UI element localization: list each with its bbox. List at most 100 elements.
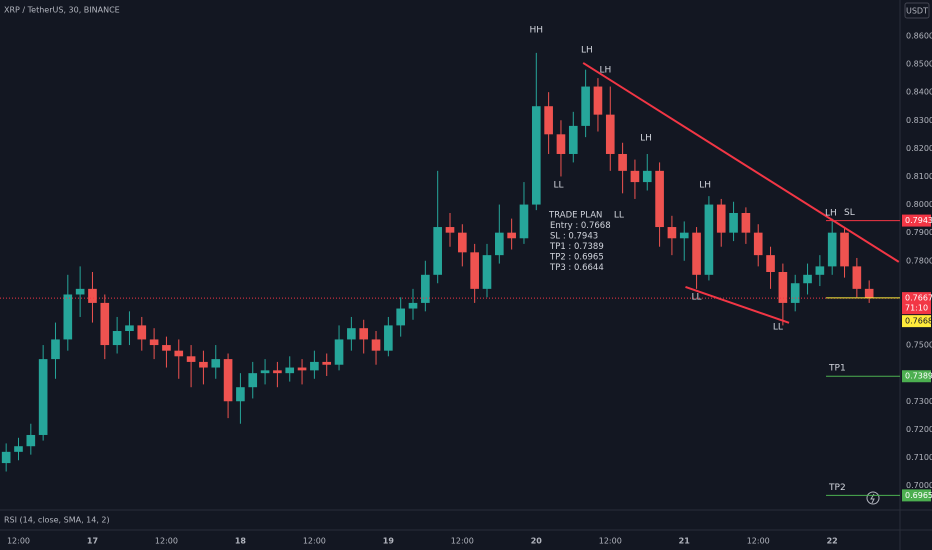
- y-tick-label: 0.7500: [906, 341, 932, 350]
- annotation: LL: [692, 293, 702, 303]
- candle-body: [88, 288, 97, 303]
- x-tick-label: 17: [87, 537, 98, 546]
- trade-plan-line: TP2 : 0.6965: [549, 253, 604, 263]
- alert-icon[interactable]: [866, 491, 880, 505]
- candle-body: [285, 367, 295, 374]
- y-tick-label: 0.8000: [906, 200, 932, 209]
- y-tick-label: 0.7100: [906, 453, 932, 462]
- candle-body: [803, 274, 812, 284]
- candle-body: [211, 359, 221, 368]
- alert-bolt[interactable]: [870, 493, 875, 504]
- candle-body: [692, 232, 701, 275]
- candle-body: [778, 272, 788, 303]
- currency-label[interactable]: USDT: [906, 7, 928, 16]
- candle-body: [273, 370, 282, 374]
- y-tick-label: 0.8300: [906, 116, 932, 125]
- annotation: LL: [553, 180, 563, 190]
- currency-button[interactable]: [904, 2, 930, 19]
- candle-body: [827, 232, 837, 267]
- x-tick-label: 12:00: [747, 537, 770, 546]
- candle-body: [149, 339, 159, 346]
- candle-body: [507, 232, 516, 239]
- y-tick-label: 0.7800: [906, 256, 932, 265]
- candle-body: [63, 294, 73, 340]
- candle-body: [704, 204, 714, 275]
- level-name: TP2: [828, 483, 846, 493]
- last-price-box: [902, 292, 931, 315]
- y-tick-label: 0.7000: [906, 481, 932, 490]
- x-tick-label: 12:00: [599, 537, 622, 546]
- level-box: [902, 370, 931, 383]
- candle-body: [334, 339, 344, 365]
- trade-plan-line: SL : 0.7943: [550, 232, 598, 242]
- candle-body: [445, 227, 455, 233]
- candle-body: [38, 359, 48, 435]
- x-tick-label: 18: [235, 537, 247, 546]
- candle-body: [618, 153, 627, 171]
- candle-body: [384, 325, 393, 351]
- candle-body: [531, 106, 541, 205]
- candle-body: [310, 361, 319, 371]
- candle-body: [223, 359, 233, 402]
- x-tick-label: 12:00: [451, 537, 474, 546]
- candle-body: [556, 134, 566, 154]
- countdown-label: 71:10: [905, 304, 928, 313]
- candle-body: [359, 328, 369, 340]
- candle-body: [297, 367, 307, 371]
- annotation: LH: [825, 208, 837, 218]
- level-name: TP1: [828, 364, 846, 374]
- candle-body: [729, 212, 738, 233]
- candle-body: [679, 232, 689, 239]
- candle-body: [840, 232, 849, 267]
- y-tick-label: 0.8600: [906, 31, 932, 40]
- candle-body: [593, 86, 603, 115]
- candle-body: [864, 288, 874, 298]
- trade-plan-line: Entry : 0.7668: [550, 221, 611, 231]
- x-tick-label: 19: [383, 537, 395, 546]
- candle-body: [14, 446, 23, 452]
- level-name: SL: [844, 208, 855, 218]
- candle-body: [716, 204, 726, 233]
- level-box: [902, 214, 931, 227]
- annotation: LH: [640, 133, 652, 143]
- candle-body: [347, 328, 356, 340]
- annotation: LL: [773, 323, 783, 333]
- candle-body: [753, 232, 763, 256]
- candle-body: [421, 274, 430, 303]
- level-box: [902, 315, 931, 328]
- candle-body: [174, 350, 184, 357]
- candle-body: [630, 170, 640, 183]
- candle-body: [568, 125, 578, 154]
- trend-line: [685, 285, 790, 324]
- candle-body: [137, 325, 147, 340]
- candle-body: [766, 255, 775, 272]
- candle-body: [396, 308, 405, 326]
- candle-body: [790, 283, 800, 303]
- y-tick-label: 0.7200: [906, 425, 932, 434]
- candle-body: [371, 339, 381, 351]
- x-tick-label: 21: [679, 537, 691, 546]
- x-tick-label: 12:00: [155, 537, 178, 546]
- annotation: LH: [599, 65, 611, 75]
- candle-body: [458, 232, 467, 253]
- y-tick-label: 0.8400: [906, 88, 932, 97]
- trade-plan-line: TRADE PLAN: [548, 211, 602, 221]
- candle-body: [51, 339, 60, 360]
- candle-body: [815, 266, 825, 275]
- trend-line: [582, 62, 900, 263]
- candle-body: [544, 106, 553, 135]
- alert-circle[interactable]: [866, 491, 880, 505]
- candle-body: [186, 356, 196, 362]
- candle-body: [852, 266, 862, 289]
- level-value: 0.7389: [905, 372, 932, 381]
- last-price-label: 0.7667: [905, 294, 932, 303]
- chart-title: XRP / TetherUS, 30, BINANCE: [4, 6, 120, 15]
- candle-body: [581, 86, 590, 126]
- level-value: 0.6965: [905, 491, 932, 500]
- y-tick-label: 0.8200: [906, 144, 932, 153]
- annotation: LH: [699, 180, 711, 190]
- y-tick-label: 0.7300: [906, 397, 932, 406]
- candle-body: [125, 325, 134, 332]
- candle-body: [519, 204, 529, 239]
